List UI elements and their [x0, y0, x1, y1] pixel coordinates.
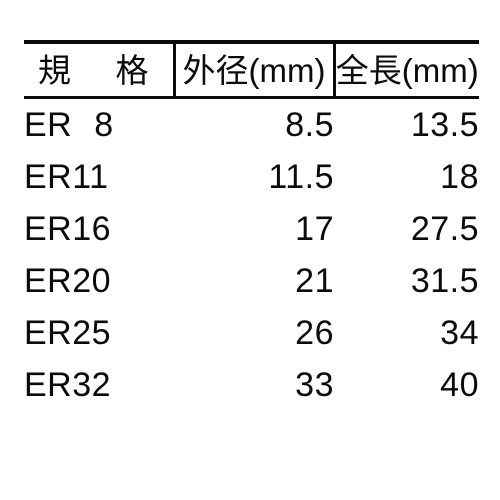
cell-overall-length: 40 — [334, 359, 479, 411]
cell-spec: ER32 — [24, 359, 174, 411]
table-row: ER252634 — [24, 307, 479, 359]
header-spec: 規 格 — [24, 42, 174, 98]
cell-overall-length: 31.5 — [334, 255, 479, 307]
cell-overall-length: 18 — [334, 151, 479, 203]
spec-prefix: ER — [24, 314, 72, 352]
spec-table: 規 格 外径(mm) 全長(mm) ER88.513.5ER1111.518ER… — [24, 40, 479, 411]
cell-outer-diameter: 8.5 — [174, 98, 334, 152]
spec-prefix: ER — [24, 262, 72, 300]
header-outer-diameter: 外径(mm) — [174, 42, 334, 98]
spec-num: 8 — [94, 106, 113, 144]
table-row: ER323340 — [24, 359, 479, 411]
spec-prefix: ER — [24, 158, 72, 196]
spec-prefix: ER — [24, 210, 72, 248]
spec-num: 32 — [72, 366, 111, 404]
spec-prefix: ER — [24, 106, 72, 144]
cell-overall-length: 34 — [334, 307, 479, 359]
spec-num: 11 — [72, 158, 108, 196]
cell-outer-diameter: 21 — [174, 255, 334, 307]
header-spec-char2: 格 — [116, 54, 149, 87]
cell-outer-diameter: 17 — [174, 203, 334, 255]
spec-prefix: ER — [24, 366, 72, 404]
cell-spec: ER20 — [24, 255, 174, 307]
cell-outer-diameter: 11.5 — [174, 151, 334, 203]
cell-spec: ER 8 — [24, 98, 174, 152]
cell-overall-length: 13.5 — [334, 98, 479, 152]
table-body: ER88.513.5ER1111.518ER161727.5ER202131.5… — [24, 98, 479, 412]
cell-outer-diameter: 33 — [174, 359, 334, 411]
spec-num: 16 — [72, 210, 111, 248]
cell-overall-length: 27.5 — [334, 203, 479, 255]
spec-num: 20 — [72, 262, 111, 300]
table-row: ER1111.518 — [24, 151, 479, 203]
page: 規 格 外径(mm) 全長(mm) ER88.513.5ER1111.518ER… — [0, 0, 500, 500]
table-header-row: 規 格 外径(mm) 全長(mm) — [24, 42, 479, 98]
header-overall-length: 全長(mm) — [334, 42, 479, 98]
cell-outer-diameter: 26 — [174, 307, 334, 359]
table-row: ER202131.5 — [24, 255, 479, 307]
cell-spec: ER16 — [24, 203, 174, 255]
spec-num: 25 — [72, 314, 111, 352]
table-row: ER 8 8.513.5 — [24, 98, 479, 152]
table-row: ER161727.5 — [24, 203, 479, 255]
cell-spec: ER25 — [24, 307, 174, 359]
header-spec-char1: 規 — [38, 54, 71, 87]
cell-spec: ER11 — [24, 151, 174, 203]
